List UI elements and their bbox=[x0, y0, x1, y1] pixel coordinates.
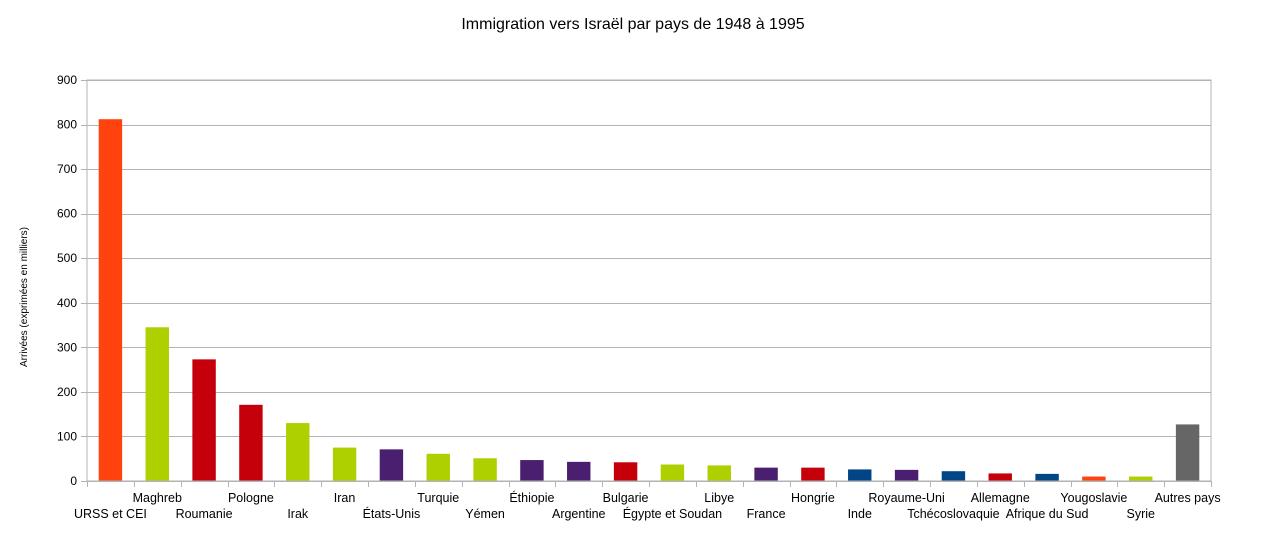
x-tick-label: Autres pays bbox=[1155, 491, 1221, 505]
x-tick-label: Libye bbox=[704, 491, 734, 505]
x-tick-label: Afrique du Sud bbox=[1006, 507, 1089, 521]
x-tick-label: Irak bbox=[287, 507, 309, 521]
y-axis-label: Arrivées (exprimées en milliers) bbox=[19, 227, 30, 367]
x-tick-label: Bulgarie bbox=[603, 491, 649, 505]
x-tick-label: Éthiopie bbox=[509, 490, 554, 505]
bar bbox=[754, 467, 778, 481]
bar bbox=[660, 464, 685, 481]
x-tick-label: Yémen bbox=[465, 507, 505, 521]
bar bbox=[332, 447, 357, 481]
y-tick-label: 700 bbox=[57, 162, 77, 176]
bar bbox=[567, 461, 591, 481]
x-tick-label: États-Unis bbox=[363, 506, 421, 521]
bars bbox=[98, 119, 1200, 481]
bar bbox=[707, 465, 731, 481]
x-tick-label: Maghreb bbox=[133, 491, 182, 505]
bar bbox=[1035, 473, 1059, 481]
x-tick-label: Roumanie bbox=[176, 507, 233, 521]
chart-title: Immigration vers Israël par pays de 1948… bbox=[461, 16, 804, 33]
bar bbox=[520, 460, 544, 481]
x-tick-label: Inde bbox=[848, 507, 872, 521]
bar bbox=[379, 449, 404, 481]
y-tick-label: 500 bbox=[57, 251, 77, 265]
x-tick-label: Turquie bbox=[417, 491, 459, 505]
x-tick-label: Syrie bbox=[1127, 507, 1156, 521]
x-tick-label: Argentine bbox=[552, 507, 606, 521]
bar bbox=[848, 469, 872, 481]
y-tick-label: 400 bbox=[57, 296, 77, 310]
y-tick-label: 100 bbox=[57, 429, 77, 443]
x-tick-label: Allemagne bbox=[971, 491, 1030, 505]
bar bbox=[192, 359, 216, 481]
y-tick-label: 600 bbox=[57, 207, 77, 221]
x-tick-label: URSS et CEI bbox=[74, 507, 147, 521]
y-tick-label: 300 bbox=[57, 340, 77, 354]
x-tick-label: Égypte et Soudan bbox=[623, 506, 722, 521]
bar bbox=[1129, 476, 1153, 481]
plot-border bbox=[86, 79, 1212, 482]
y-tick-label: 200 bbox=[57, 385, 77, 399]
x-tick-label: Yougoslavie bbox=[1060, 491, 1127, 505]
bar bbox=[98, 119, 123, 481]
bar bbox=[1082, 476, 1106, 481]
x-tick-label: Hongrie bbox=[791, 491, 835, 505]
bar bbox=[894, 469, 919, 481]
bar bbox=[286, 423, 310, 481]
bar bbox=[613, 462, 638, 481]
x-tick-label: Tchécoslovaquie bbox=[907, 507, 999, 521]
bar bbox=[801, 467, 825, 481]
x-tick-label: Royaume-Uni bbox=[868, 491, 944, 505]
x-tick-label: Pologne bbox=[228, 491, 274, 505]
bar bbox=[239, 404, 263, 481]
bar bbox=[145, 327, 169, 481]
bar bbox=[473, 458, 497, 481]
y-tick-label: 800 bbox=[57, 118, 77, 132]
x-tick-label: Iran bbox=[334, 491, 356, 505]
bar bbox=[1175, 424, 1200, 481]
y-tick-labels: 0 100 200 300 400 500 600 700 800 900 bbox=[57, 73, 77, 488]
bar bbox=[426, 453, 450, 481]
bar bbox=[941, 471, 966, 481]
y-tick-label: 0 bbox=[70, 474, 77, 488]
x-tick-label: France bbox=[747, 507, 786, 521]
y-tick-label: 900 bbox=[57, 73, 77, 87]
bar bbox=[988, 473, 1012, 481]
x-tick-labels: URSS et CEI Maghreb Roumanie Pologne Irak Ira… bbox=[74, 490, 1221, 521]
